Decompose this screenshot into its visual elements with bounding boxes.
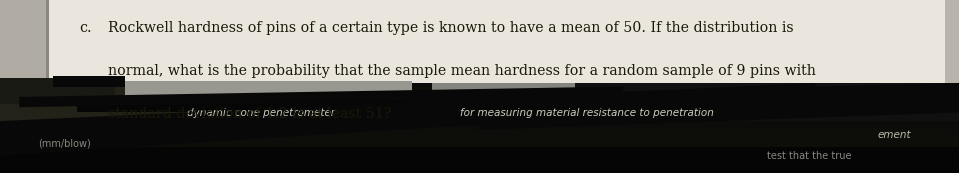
Text: dynamic cone penetrometer: dynamic cone penetrometer [187,108,335,118]
Bar [77,95,623,112]
Bar [0,86,432,121]
Bar [125,81,412,97]
Text: test that the true: test that the true [767,151,852,161]
Polygon shape [0,100,671,147]
Text: standard deviation of 1.2 is at least 51?: standard deviation of 1.2 is at least 51… [108,107,391,121]
Polygon shape [480,95,959,130]
Text: Rockwell hardness of pins of a certain type is known to have a mean of 50. If th: Rockwell hardness of pins of a certain t… [108,21,794,35]
Bar [0,0,46,173]
Polygon shape [0,83,815,138]
Text: c.: c. [80,21,92,35]
Polygon shape [480,83,959,112]
Bar [0,130,959,147]
Text: normal, what is the probability that the sample mean hardness for a random sampl: normal, what is the probability that the… [108,64,816,78]
Bar [945,0,959,173]
Bar [432,83,575,97]
Bar [48,90,767,116]
Bar [0,83,959,173]
Bar [384,90,959,138]
Bar [38,83,671,125]
Text: ement: ement [877,130,911,140]
Polygon shape [53,76,125,86]
Bar [0,142,959,173]
Bar [0,83,288,112]
Bar [0,78,115,104]
Text: for measuring material resistance to penetration: for measuring material resistance to pen… [460,108,714,118]
Bar [0,100,527,135]
Bar [575,83,959,121]
Bar [46,0,49,173]
Bar [0,83,192,138]
Text: (mm/blow): (mm/blow) [38,139,91,149]
Polygon shape [19,86,623,107]
Polygon shape [0,107,527,156]
